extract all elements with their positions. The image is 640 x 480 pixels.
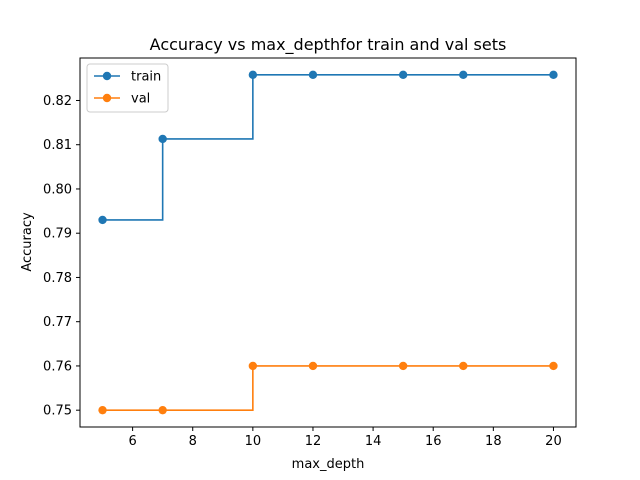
y-tick-label: 0.75 <box>43 404 72 419</box>
data-point-val <box>308 361 318 371</box>
x-tick-label: 12 <box>305 434 322 449</box>
ticks-layer: 6 8 10 12 14 16 18 20 0.75 0.76 0.77 0.78 0.79 0.80 0.… <box>43 94 562 449</box>
data-point-train <box>549 70 558 80</box>
x-tick-label: 16 <box>425 434 442 449</box>
series-layer <box>98 70 558 415</box>
data-point-val <box>459 361 468 371</box>
legend-label-train: train <box>131 70 161 85</box>
data-point-train <box>308 70 318 80</box>
data-point-val <box>398 361 408 371</box>
data-point-val <box>158 405 167 415</box>
data-point-val <box>248 361 258 371</box>
legend-marker-train <box>102 71 112 81</box>
legend-label-val: val <box>131 92 150 107</box>
x-tick-label: 18 <box>485 434 502 449</box>
data-point-val <box>98 405 107 415</box>
data-point-train <box>98 215 107 225</box>
plot-frame <box>79 57 577 428</box>
series-line-val <box>102 365 554 411</box>
y-tick-label: 0.78 <box>43 271 72 286</box>
y-tick-label: 0.80 <box>43 182 72 197</box>
x-tick-label: 8 <box>189 434 197 449</box>
x-tick-label: 10 <box>245 434 262 449</box>
y-axis-label: Accuracy <box>20 212 35 272</box>
x-tick-label: 14 <box>365 434 382 449</box>
data-point-val <box>549 361 558 371</box>
y-tick-label: 0.79 <box>43 227 72 242</box>
y-tick-label: 0.82 <box>43 94 72 109</box>
x-tick-label: 6 <box>128 434 136 449</box>
data-point-train <box>459 70 468 80</box>
y-tick-label: 0.76 <box>43 359 72 374</box>
x-tick-label: 20 <box>545 434 562 449</box>
data-point-train <box>398 70 408 80</box>
data-point-train <box>158 134 167 144</box>
y-tick-label: 0.81 <box>43 138 72 153</box>
legend-marker-val <box>102 93 112 103</box>
x-axis-label: max_depth <box>292 457 365 472</box>
legend: train val <box>86 63 169 113</box>
chart-title: Accuracy vs max_depthfor train and val s… <box>150 35 507 55</box>
y-tick-label: 0.77 <box>43 315 72 330</box>
data-point-train <box>248 70 258 80</box>
